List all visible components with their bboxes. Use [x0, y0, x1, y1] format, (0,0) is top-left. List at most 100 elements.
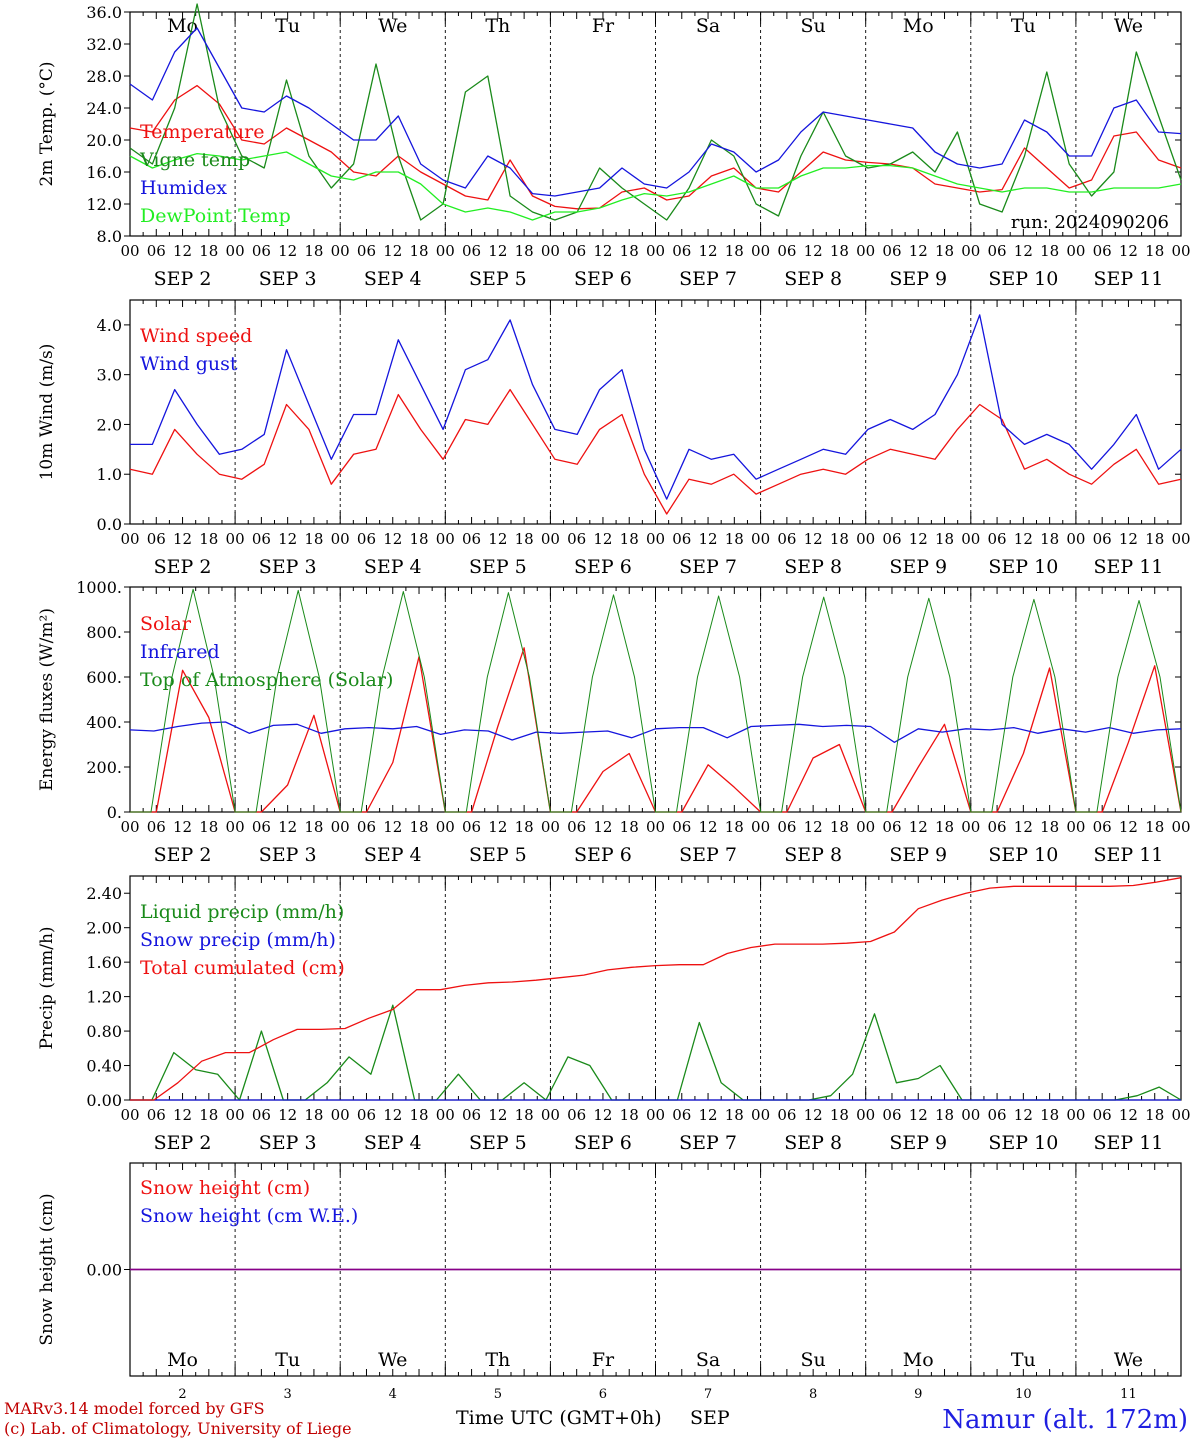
- hour-tick-label: 06: [777, 1106, 796, 1124]
- date-label: SEP 2: [154, 844, 212, 866]
- hour-tick-label: 00: [226, 1106, 245, 1124]
- hour-tick-label: 00: [961, 242, 980, 260]
- series-line-infrared: [129, 721, 1182, 743]
- day-number-label: 10: [1015, 1387, 1032, 1402]
- hour-tick-label: 18: [935, 530, 954, 548]
- date-label: SEP 11: [1094, 844, 1164, 866]
- hour-tick-label: 12: [488, 530, 507, 548]
- hour-tick-label: 06: [357, 818, 376, 836]
- date-label: SEP 4: [364, 556, 422, 578]
- hour-tick-label: 18: [620, 818, 639, 836]
- hour-tick-label: 12: [593, 1106, 612, 1124]
- series-line-top-of-atmosphere-solar-: [130, 588, 1182, 813]
- hour-tick-label: 18: [1040, 1106, 1059, 1124]
- hour-tick-label: 12: [1014, 530, 1033, 548]
- panel-3-frame: [129, 586, 1182, 813]
- hour-tick-label: 18: [620, 530, 639, 548]
- day-name-label: We: [378, 1349, 407, 1371]
- legend-entry: Top of Atmosphere (Solar): [140, 669, 393, 691]
- hour-tick-label: 12: [173, 530, 192, 548]
- hour-tick-label: 18: [1040, 530, 1059, 548]
- y-axis-title: Precip (mm/h): [37, 926, 57, 1049]
- series-line-wind-gust: [130, 314, 1182, 500]
- hour-tick-label: 12: [804, 1106, 823, 1124]
- hour-tick-label: 12: [909, 242, 928, 260]
- hour-tick-label: 12: [383, 1106, 402, 1124]
- hour-tick-label: 12: [699, 242, 718, 260]
- hour-tick-label: 00: [646, 530, 665, 548]
- hour-tick-label: 12: [383, 818, 402, 836]
- hour-tick-label: 12: [1014, 818, 1033, 836]
- y-tick-label: 20.0: [86, 131, 122, 150]
- hour-tick-label: 18: [830, 1106, 849, 1124]
- y-tick-label: 2.00: [86, 919, 122, 938]
- day-name-label: Mo: [903, 1349, 934, 1371]
- hour-tick-label: 12: [1119, 818, 1138, 836]
- date-label: SEP 7: [679, 268, 737, 290]
- date-label: SEP 2: [154, 556, 212, 578]
- hour-tick-label: 00: [120, 530, 139, 548]
- hour-tick-label: 06: [252, 530, 271, 548]
- series-line-dewpoint-temp: [129, 151, 1182, 221]
- hour-tick-label: 00: [856, 818, 875, 836]
- series-line-humidex: [129, 27, 1182, 197]
- day-number-label: 7: [704, 1387, 712, 1402]
- date-label: SEP 4: [364, 844, 422, 866]
- date-label: SEP 5: [469, 268, 527, 290]
- hour-tick-label: 00: [856, 1106, 875, 1124]
- hour-tick-label: 18: [304, 1106, 323, 1124]
- hour-tick-label: 06: [567, 242, 586, 260]
- hour-tick-label: 18: [725, 1106, 744, 1124]
- date-label: SEP 8: [784, 844, 842, 866]
- hour-tick-label: 06: [462, 242, 481, 260]
- hour-tick-label: 00: [751, 818, 770, 836]
- hour-tick-label: 06: [567, 818, 586, 836]
- legend-entry: DewPoint Temp: [140, 205, 291, 227]
- date-label: SEP 10: [988, 844, 1058, 866]
- hour-tick-label: 12: [173, 818, 192, 836]
- hour-tick-label: 12: [593, 818, 612, 836]
- hour-tick-label: 06: [567, 530, 586, 548]
- hour-tick-label: 12: [1119, 242, 1138, 260]
- hour-tick-label: 00: [541, 530, 560, 548]
- date-label: SEP 7: [679, 1132, 737, 1154]
- hour-tick-label: 00: [1171, 1106, 1190, 1124]
- legend-entry: Vigne temp: [139, 149, 250, 171]
- hour-tick-label: 00: [226, 242, 245, 260]
- date-label: SEP 8: [784, 556, 842, 578]
- y-tick-label: 28.0: [86, 67, 122, 86]
- hour-tick-label: 18: [1145, 1106, 1164, 1124]
- hour-tick-label: 12: [488, 242, 507, 260]
- date-label: SEP 11: [1094, 1132, 1164, 1154]
- legend-entry: Wind speed: [140, 325, 252, 347]
- hour-tick-label: 06: [1093, 1106, 1112, 1124]
- day-number-label: 5: [494, 1387, 502, 1402]
- hour-tick-label: 18: [409, 242, 428, 260]
- hour-tick-label: 00: [331, 530, 350, 548]
- date-label: SEP 5: [469, 844, 527, 866]
- hour-tick-label: 00: [961, 530, 980, 548]
- hour-tick-label: 00: [436, 242, 455, 260]
- y-tick-label: 12.0: [86, 195, 122, 214]
- footer-credit: (c) Lab. of Climatology, University of L…: [4, 1419, 352, 1438]
- hour-tick-label: 18: [830, 818, 849, 836]
- hour-tick-label: 00: [120, 1106, 139, 1124]
- y-tick-label: 0.40: [86, 1057, 122, 1076]
- series-line-temperature: [129, 84, 1182, 210]
- y-tick-label: 0.00: [86, 1261, 122, 1280]
- hour-tick-label: 00: [436, 530, 455, 548]
- hour-tick-label: 18: [304, 530, 323, 548]
- hour-tick-label: 06: [147, 1106, 166, 1124]
- y-tick-label: 1.0: [97, 465, 122, 484]
- hour-tick-label: 06: [672, 530, 691, 548]
- day-name-label: Su: [801, 1349, 826, 1371]
- day-name-label: Th: [485, 15, 510, 37]
- hour-tick-label: 06: [357, 242, 376, 260]
- hour-tick-label: 00: [1066, 242, 1085, 260]
- day-name-label: Tu: [275, 15, 300, 37]
- hour-tick-label: 06: [672, 818, 691, 836]
- hour-tick-label: 18: [1145, 242, 1164, 260]
- date-label: SEP 6: [574, 556, 632, 578]
- hour-tick-label: 18: [935, 242, 954, 260]
- panel-2-frame: [129, 299, 1182, 525]
